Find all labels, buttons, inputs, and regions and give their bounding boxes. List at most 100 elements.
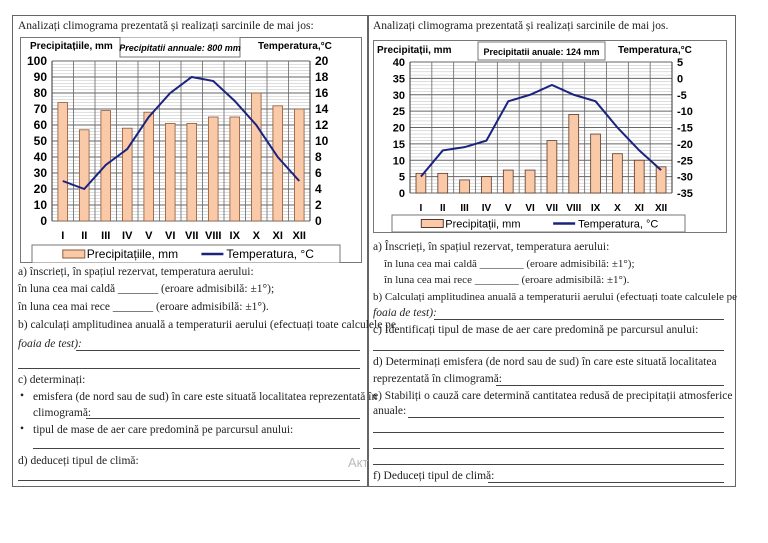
month-label: VI: [165, 230, 175, 242]
right-f-answer-line[interactable]: [488, 482, 724, 483]
legend-box: [391, 214, 686, 233]
legend-precipitation-label: Precipitațiile, mm: [87, 247, 178, 261]
right-tick-label: 4: [315, 182, 322, 196]
annual-precipitation-label: Precipitatii annuale: 800 mm: [119, 43, 241, 53]
left-tick-label: 30: [393, 90, 405, 102]
month-label: VIII: [566, 203, 581, 214]
left-b-text-2: foaia de test):: [18, 338, 82, 350]
annual-precipitation-box: [477, 41, 606, 61]
left-axis-title: Precipitațiile, mm: [30, 41, 113, 52]
right-tick-label: 2: [315, 198, 322, 212]
right-axis-title: Temperatura,°C: [258, 41, 332, 52]
left-title: Analizați climograma prezentată și reali…: [18, 20, 314, 32]
precipitation-bar: [415, 172, 427, 194]
right-e-answer-line-3[interactable]: [373, 448, 724, 449]
left-tick-label: 20: [393, 123, 405, 135]
left-c-bullet-1b: climogramă:: [33, 407, 92, 419]
left-tick-label: 35: [393, 73, 405, 85]
right-tick-label: 18: [315, 70, 329, 84]
right-tick-label: 16: [315, 86, 329, 100]
right-e-answer-line[interactable]: [408, 417, 724, 418]
month-label: XII: [293, 230, 306, 242]
precipitation-bar: [122, 127, 133, 222]
precipitation-bar: [459, 179, 470, 194]
left-tick-label: 20: [34, 182, 48, 196]
precipitation-bar: [437, 172, 449, 194]
month-label: IV: [122, 230, 133, 242]
month-label: IX: [591, 203, 601, 214]
left-tick-label: 80: [34, 86, 48, 100]
temperature-line: [420, 83, 662, 178]
right-title: Analizați climograma prezentată și reali…: [373, 20, 669, 32]
bullet-icon: •: [20, 390, 25, 402]
precipitation-bar: [165, 123, 176, 222]
month-label: X: [253, 230, 261, 242]
left-c-airmass-answer-line[interactable]: [33, 448, 360, 449]
right-e-answer-line-4[interactable]: [373, 464, 724, 465]
left-tick-label: 70: [34, 102, 48, 116]
precipitation-bar: [272, 105, 283, 222]
left-tick-label: 10: [393, 155, 405, 167]
left-b-text: b) calculați amplitudinea anuală a tempe…: [18, 319, 397, 331]
left-tick-label: 25: [393, 106, 405, 118]
month-label: III: [460, 203, 469, 214]
legend-temperature-label: Temperatura, °C: [578, 219, 658, 231]
left-d-answer-line[interactable]: [18, 480, 360, 481]
right-e-text: e) Stabiliți o cauză care determină cant…: [373, 390, 733, 402]
month-label: XI: [273, 230, 283, 242]
right-tick-label: -10: [677, 106, 693, 118]
left-tick-label: 0: [40, 214, 47, 228]
precipitation-bar: [208, 116, 219, 222]
left-a-cold: în luna cea mai rece _______ (eroare adm…: [18, 301, 269, 313]
left-tick-label: 15: [393, 139, 405, 151]
left-task-panel: [12, 15, 368, 487]
annual-precipitation-box: [119, 37, 241, 58]
right-b-answer-line[interactable]: [434, 319, 724, 320]
month-label: I: [420, 203, 423, 214]
activation-watermark: Акт: [348, 455, 369, 470]
right-c-text: c) Identificați tipul de mase de aer car…: [373, 324, 699, 336]
month-label: XI: [635, 203, 645, 214]
temperature-line: [62, 75, 300, 191]
right-tick-label: -25: [677, 155, 693, 167]
right-c-answer-line[interactable]: [373, 350, 724, 351]
right-a-cold: în luna cea mai rece ________ (eroare ad…: [384, 274, 630, 286]
month-label: X: [614, 203, 621, 214]
precipitation-bar: [143, 111, 154, 222]
right-tick-label: -30: [677, 172, 693, 184]
left-tick-label: 0: [399, 188, 405, 200]
left-tick-label: 50: [34, 134, 48, 148]
bullet-icon: •: [20, 423, 25, 435]
left-tick-label: 10: [34, 198, 48, 212]
right-tick-label: 10: [315, 134, 329, 148]
month-label: II: [81, 230, 87, 242]
right-e-answer-line-2[interactable]: [373, 432, 724, 433]
left-tick-label: 30: [34, 166, 48, 180]
precipitation-bar: [186, 123, 197, 222]
right-task-panel: [368, 15, 736, 487]
right-tick-label: 20: [315, 54, 329, 68]
legend-bar-swatch: [420, 219, 444, 228]
right-d-text-2: reprezentată în climogramă:: [373, 373, 502, 385]
right-d-answer-line[interactable]: [496, 385, 724, 386]
right-d-text: d) Determinați emisfera (de nord sau de …: [373, 356, 717, 368]
right-tick-label: -35: [677, 188, 693, 200]
left-b-answer-line-2[interactable]: [18, 368, 360, 369]
left-a-intro: a) înscrieți, în spațiul rezervat, tempe…: [18, 266, 254, 278]
left-c-hemisphere-answer-line[interactable]: [86, 418, 360, 419]
left-axis-title: Precipitații, mm: [377, 45, 452, 56]
right-e-text-2: anuale:: [373, 405, 407, 417]
month-label: VIII: [205, 230, 222, 242]
legend-precipitation-label: Precipitații, mm: [445, 219, 520, 231]
right-tick-label: 0: [315, 214, 322, 228]
annual-precipitation-label: Precipitatii anuale: 124 mm: [483, 47, 599, 57]
left-tick-label: 40: [34, 150, 48, 164]
month-label: I: [61, 230, 64, 242]
left-b-answer-line[interactable]: [76, 350, 360, 351]
precipitation-bar: [568, 114, 580, 194]
right-b-text-2: foaia de test):: [373, 307, 437, 319]
precipitation-bar: [57, 102, 68, 222]
right-tick-label: 12: [315, 118, 329, 132]
right-tick-label: 6: [315, 166, 322, 180]
precipitation-bar: [229, 116, 240, 222]
